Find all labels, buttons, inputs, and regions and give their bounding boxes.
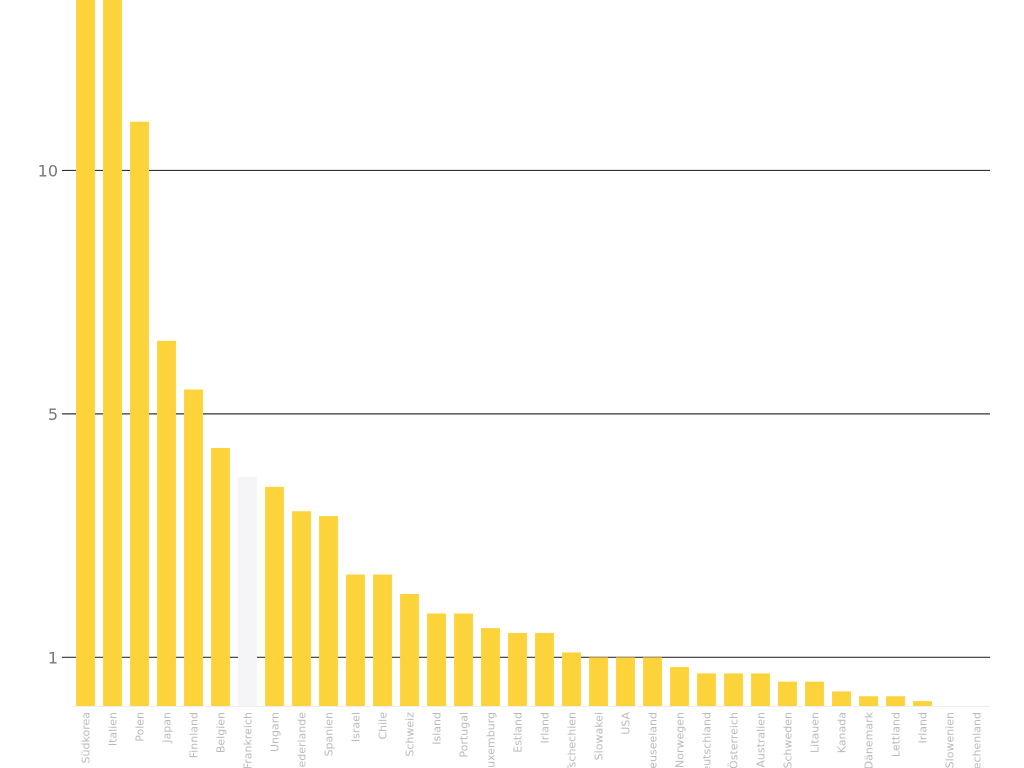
bar-italien <box>103 0 122 706</box>
bar-finnland <box>184 389 203 706</box>
bar-luxemburg <box>481 628 500 706</box>
bar-chile <box>373 574 392 706</box>
x-tick-label: Israel <box>350 712 363 742</box>
x-tick-label: Tschechien <box>566 712 579 768</box>
x-tick-label: Chile <box>377 712 390 740</box>
x-tick-label: Frankreich <box>242 712 255 768</box>
x-tick-label: Belgien <box>215 712 228 753</box>
x-tick-label: Estland <box>512 712 525 753</box>
x-tick-label: Dänemark <box>863 711 876 768</box>
y-tick-label: 10 <box>38 161 58 180</box>
bar-irland <box>913 701 932 706</box>
x-tick-label: Portugal <box>458 712 471 758</box>
x-tick-label: Polen <box>134 712 147 742</box>
bar-litauen <box>805 681 824 706</box>
bar-irland <box>535 632 554 706</box>
x-tick-label: Japan <box>161 712 174 744</box>
x-tick-label: Spanien <box>323 712 336 757</box>
y-tick-label: 5 <box>48 405 58 424</box>
bar-d-nemark <box>859 696 878 706</box>
bar-schweden <box>778 681 797 706</box>
x-tick-label: Irland <box>917 712 930 744</box>
bar-niederlande <box>292 511 311 706</box>
bar-spanien <box>319 516 338 706</box>
x-tick-label: Slowenien <box>944 712 957 768</box>
x-tick-label: Griechenland <box>971 712 984 768</box>
bar-slowakei <box>589 657 608 706</box>
x-tick-label: Südkorea <box>80 712 93 763</box>
x-tick-label: Litauen <box>809 712 822 753</box>
bar-polen <box>130 121 149 707</box>
x-axis-ticks: Südkorea Italien Polen Japan Finnland Belgien… <box>80 711 984 768</box>
bar-japan <box>157 340 176 706</box>
x-tick-label: Niederlande <box>296 712 309 768</box>
x-tick-label: Luxemburg <box>485 712 498 768</box>
x-tick-label: Ungarn <box>269 712 282 752</box>
x-tick-label: Slowakei <box>593 712 606 760</box>
x-tick-label: Finnland <box>188 712 201 758</box>
bar-usa <box>616 657 635 706</box>
bar-estland <box>508 632 527 706</box>
x-tick-label: Kanada <box>836 712 849 753</box>
x-tick-label: Österreich <box>728 712 741 768</box>
bar-norwegen <box>670 667 689 706</box>
bar-deutschland <box>697 673 716 706</box>
x-tick-label: USA <box>620 712 633 735</box>
x-tick-label: Deutschland <box>701 712 714 768</box>
x-tick-label: Lettland <box>890 712 903 757</box>
bar-schweiz <box>400 594 419 706</box>
bar-portugal <box>454 613 473 706</box>
bar-australien <box>751 673 770 706</box>
bar-belgien <box>211 447 230 706</box>
y-tick-label: 1 <box>48 648 58 667</box>
bar--sterreich <box>724 673 743 706</box>
bar-island <box>427 613 446 706</box>
x-tick-label: Schweiz <box>404 712 417 757</box>
x-tick-label: Irland <box>539 712 552 744</box>
bar-lettland <box>886 696 905 706</box>
bar-s-dkorea <box>76 0 95 706</box>
bar-ungarn <box>265 486 284 706</box>
x-tick-label: Italien <box>107 712 120 746</box>
bar-frankreich <box>238 477 257 706</box>
bar-tschechien <box>562 652 581 706</box>
bar-neuseeland <box>643 657 662 706</box>
bars <box>76 0 932 707</box>
x-tick-label: Schweden <box>782 712 795 768</box>
x-tick-label: Norwegen <box>674 712 687 768</box>
bar-israel <box>346 574 365 706</box>
x-tick-label: Australien <box>755 712 768 768</box>
x-tick-label: Island <box>431 712 444 745</box>
bar-kanada <box>832 691 851 706</box>
x-tick-label: Neuseeland <box>647 712 660 768</box>
